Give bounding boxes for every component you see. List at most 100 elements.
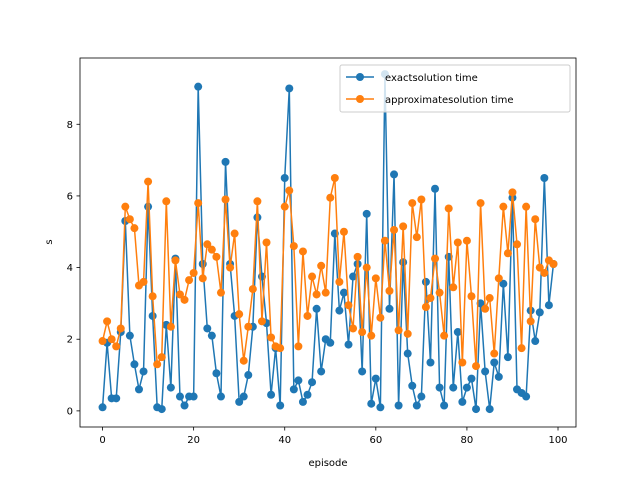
data-point <box>166 322 175 331</box>
data-point <box>198 274 207 283</box>
data-point <box>212 252 221 261</box>
data-point <box>289 385 298 394</box>
data-point <box>394 326 403 335</box>
data-point <box>171 256 180 265</box>
data-point <box>298 247 307 256</box>
data-point <box>321 288 330 297</box>
axes: 0 20 40 60 80 100 0 2 4 6 8 <box>67 57 577 446</box>
data-point <box>390 170 399 179</box>
legend-box <box>339 64 571 113</box>
data-point <box>426 294 435 303</box>
data-point <box>298 397 307 406</box>
data-point <box>148 292 157 301</box>
x-tick-label: 80 <box>461 435 474 446</box>
data-point <box>531 215 540 224</box>
data-point <box>317 367 326 376</box>
data-point <box>189 268 198 277</box>
data-point <box>339 227 348 236</box>
legend-marker <box>356 73 364 81</box>
data-point <box>308 378 317 387</box>
data-point <box>175 290 184 299</box>
data-point <box>312 304 321 313</box>
data-point <box>107 335 116 344</box>
x-tick-label: 0 <box>99 435 105 446</box>
data-point <box>349 324 358 333</box>
series-2 <box>98 174 558 371</box>
data-point <box>303 311 312 320</box>
data-point <box>453 328 462 337</box>
data-point <box>267 333 276 342</box>
data-point <box>517 344 526 353</box>
data-point <box>189 392 198 401</box>
series-1 <box>98 70 558 414</box>
data-point <box>390 225 399 234</box>
data-point <box>125 331 134 340</box>
data-point <box>412 233 421 242</box>
data-point <box>98 403 107 412</box>
data-point <box>376 403 385 412</box>
data-point <box>494 372 503 381</box>
x-axis-label: episode <box>308 458 347 469</box>
data-point <box>134 385 143 394</box>
data-point <box>339 288 348 297</box>
data-point <box>385 304 394 313</box>
data-point <box>239 356 248 365</box>
data-point <box>285 186 294 195</box>
data-point <box>239 392 248 401</box>
data-point <box>244 371 253 380</box>
legend-entry: approximatesolution time <box>385 95 514 106</box>
data-point <box>472 405 481 414</box>
data-point <box>485 405 494 414</box>
data-point <box>112 394 121 403</box>
data-point <box>235 310 244 319</box>
data-point <box>417 392 426 401</box>
y-tick-label: 6 <box>67 191 73 202</box>
data-point <box>408 381 417 390</box>
data-point <box>435 288 444 297</box>
data-point <box>458 358 467 367</box>
data-point <box>125 215 134 224</box>
data-point <box>344 340 353 349</box>
data-point <box>367 331 376 340</box>
data-point <box>449 283 458 292</box>
y-tick-label: 8 <box>67 120 73 131</box>
data-point <box>112 342 121 351</box>
data-point <box>326 193 335 202</box>
data-point <box>458 397 467 406</box>
data-point <box>144 177 153 186</box>
data-point <box>394 401 403 410</box>
data-point <box>503 353 512 362</box>
data-point <box>276 344 285 353</box>
x-tick-label: 100 <box>548 435 567 446</box>
axes-frame <box>79 57 577 428</box>
data-point <box>467 374 476 383</box>
data-point <box>421 277 430 286</box>
data-point <box>380 236 389 245</box>
data-point <box>180 401 189 410</box>
data-point <box>226 263 235 272</box>
data-point <box>139 277 148 286</box>
legend: exactsolution time approximatesolution ti… <box>339 64 571 113</box>
data-point <box>453 238 462 247</box>
data-point <box>116 324 125 333</box>
data-point <box>435 383 444 392</box>
series-layer <box>98 70 558 414</box>
data-point <box>262 238 271 247</box>
data-point <box>280 202 289 211</box>
data-point <box>399 258 408 267</box>
data-point <box>494 274 503 283</box>
data-point <box>203 240 212 249</box>
data-point <box>531 337 540 346</box>
data-point <box>166 383 175 392</box>
data-point <box>203 324 212 333</box>
data-point <box>144 202 153 211</box>
y-tick-label: 2 <box>67 335 73 346</box>
data-point <box>98 337 107 346</box>
data-point <box>462 236 471 245</box>
data-point <box>544 301 553 310</box>
data-point <box>221 157 230 166</box>
data-point <box>157 353 166 362</box>
data-point <box>130 360 139 369</box>
data-point <box>540 268 549 277</box>
data-point <box>449 383 458 392</box>
